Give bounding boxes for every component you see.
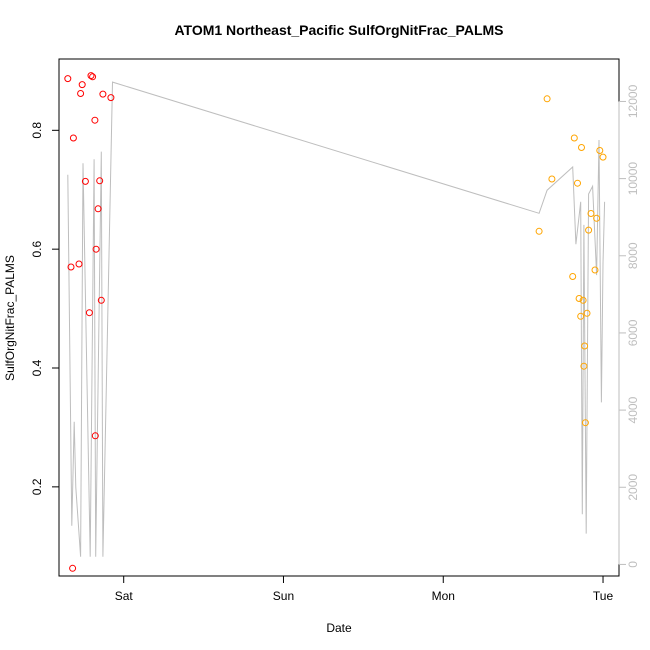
data-point [96, 177, 104, 185]
data-point [89, 73, 97, 81]
points-layer [64, 72, 607, 572]
data-point [577, 312, 585, 320]
data-point [67, 263, 75, 271]
data-point [69, 564, 77, 572]
data-point [535, 227, 543, 235]
data-point [91, 432, 99, 440]
data-point [75, 260, 83, 268]
altitude-layer [67, 81, 606, 557]
data-point [81, 177, 89, 185]
x-axis: Sat Sun Mon Tue [115, 575, 614, 603]
data-point [570, 134, 578, 142]
data-point [107, 94, 115, 102]
y-tick-label: 0.2 [30, 478, 44, 495]
data-point [575, 295, 583, 302]
data-point [99, 90, 107, 98]
data-point [91, 116, 99, 124]
data-point [581, 342, 589, 350]
chart-title: ATOM1 Northeast_Pacific SulfOrgNitFrac_P… [174, 22, 503, 38]
data-point [593, 214, 601, 222]
secondary-y-tick-label: 4000 [626, 396, 640, 423]
secondary-y-tick-label: 10000 [626, 162, 640, 196]
data-point [599, 153, 607, 161]
data-point [94, 205, 102, 213]
data-point [548, 175, 556, 183]
y-tick-label: 0.8 [30, 122, 44, 139]
y-tick-label: 0.6 [30, 240, 44, 257]
data-point [543, 95, 551, 103]
data-point [591, 266, 599, 274]
data-point [587, 210, 595, 217]
x-axis-label: Date [326, 621, 352, 635]
data-point [78, 81, 86, 89]
data-point [581, 419, 589, 427]
y-axis-label: SulfOrgNitFrac_PALMS [3, 255, 17, 381]
secondary-y-axis: 0 2000 4000 6000 8000 10000 12000 [618, 84, 640, 568]
data-point [580, 362, 588, 370]
secondary-y-tick-label: 12000 [626, 84, 640, 118]
secondary-y-tick-label: 8000 [626, 242, 640, 269]
secondary-y-tick-label: 6000 [626, 319, 640, 346]
y-tick-label: 0.4 [30, 359, 44, 376]
data-point [87, 72, 95, 80]
data-point [69, 134, 77, 142]
altitude-line [67, 81, 606, 557]
data-point [585, 226, 593, 234]
data-point [583, 309, 591, 317]
data-point [574, 179, 581, 187]
data-point [579, 296, 587, 304]
x-tick-label: Sun [273, 589, 294, 603]
x-tick-label: Sat [115, 589, 134, 603]
secondary-y-tick-label: 2000 [626, 474, 640, 501]
x-tick-label: Mon [432, 589, 455, 603]
x-tick-label: Tue [593, 589, 614, 603]
data-point [97, 296, 105, 304]
data-point [596, 147, 604, 154]
y-axis: 0.2 0.4 0.6 0.8 [30, 122, 60, 495]
data-point [578, 144, 585, 151]
data-point [92, 245, 100, 253]
data-point [64, 75, 72, 83]
data-point [85, 309, 93, 317]
data-point [77, 90, 85, 97]
secondary-y-tick-label: 0 [626, 561, 640, 568]
data-point [569, 273, 577, 280]
